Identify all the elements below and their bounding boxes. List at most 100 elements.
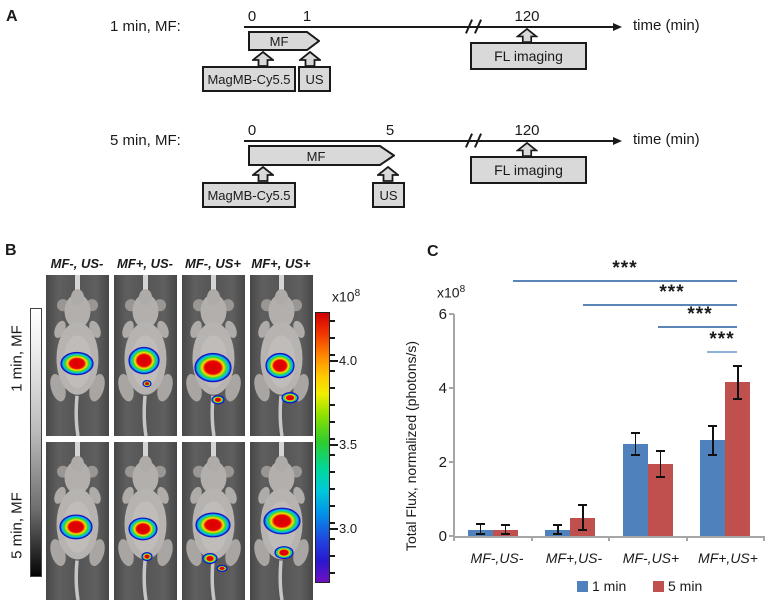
error-bar-cap-bottom — [708, 453, 718, 456]
timeline-2-us-box: US — [372, 182, 405, 208]
significance-line — [583, 304, 737, 306]
timeline-2-tick-0: 0 — [247, 122, 257, 139]
mouse-fluorescence-image — [250, 442, 313, 601]
error-bar-cap-top — [655, 450, 665, 453]
up-arrow-icon — [516, 28, 538, 43]
chart-scale-label: x108 — [437, 284, 465, 301]
x-axis-tick — [763, 536, 765, 541]
timeline-2-imaging-label: FL imaging — [494, 162, 563, 178]
significance-stars: *** — [659, 282, 685, 303]
chart-bar — [622, 443, 648, 536]
y-axis-tick — [449, 387, 454, 389]
chart-y-axis — [453, 314, 455, 537]
colorbar-minor-tick — [330, 471, 335, 473]
mouse-image — [46, 442, 109, 601]
significance-stars: *** — [687, 304, 713, 325]
error-bar — [582, 504, 584, 531]
timeline-2-tick-5: 5 — [385, 122, 395, 139]
colorbar-exponent: 8 — [354, 288, 361, 299]
up-arrow-icon — [299, 51, 321, 67]
colorbar-major-tick — [330, 360, 338, 362]
mouse-fluorescence-image — [182, 275, 245, 437]
mouse-fluorescence-image — [114, 442, 177, 601]
error-bar — [712, 425, 714, 455]
fluorescence-colorbar — [315, 312, 330, 583]
y-axis-tick — [449, 535, 454, 537]
mouse-image — [182, 275, 245, 437]
column-label-mf-minus-us-plus: MF-, US+ — [185, 256, 241, 271]
mouse-image — [250, 275, 313, 437]
x-axis-tick — [608, 536, 610, 541]
category-label-3: MF+,US+ — [698, 550, 758, 566]
colorbar-minor-tick — [330, 354, 335, 356]
timeline-1-axis-label: time (min) — [633, 17, 700, 34]
y-axis-tick — [449, 313, 454, 315]
error-bar-cap-bottom — [500, 533, 510, 535]
mouse-fluorescence-image — [182, 442, 245, 601]
up-arrow-icon — [252, 166, 274, 182]
timeline-1-us-box: US — [298, 66, 331, 92]
colorbar-minor-tick — [330, 370, 335, 372]
colorbar-minor-tick — [330, 505, 335, 507]
panel-a-label: A — [6, 8, 18, 25]
mouse-fluorescence-image — [114, 275, 177, 437]
timeline-1-imaging-label: FL imaging — [494, 48, 563, 64]
panel-c-label: C — [427, 243, 439, 260]
legend-label-5min: 5 min — [668, 578, 703, 594]
significance-line — [658, 326, 737, 328]
timeline-1-agent-box: MagMB-Cy5.5 — [202, 66, 296, 92]
mouse-image — [114, 442, 177, 601]
timeline-1-imaging-box: FL imaging — [470, 42, 587, 70]
mouse-fluorescence-image — [46, 442, 109, 601]
timeline-1-axis-arrowhead-icon — [613, 23, 622, 31]
timeline-2-agent-box: MagMB-Cy5.5 — [202, 182, 296, 208]
mouse-image — [46, 275, 109, 437]
timeline-2-axis — [244, 140, 614, 142]
error-bar-cap-top — [578, 504, 588, 507]
error-bar-cap-top — [708, 424, 718, 427]
timeline-1-mf-arrow: MF — [248, 31, 321, 51]
panel-b-label: B — [5, 242, 17, 259]
up-arrow-icon — [516, 142, 538, 157]
error-bar-cap-bottom — [733, 398, 743, 401]
column-label-mf-plus-us-minus: MF+, US- — [117, 256, 173, 271]
mouse-fluorescence-image — [46, 275, 109, 437]
significance-line — [707, 351, 737, 353]
x-axis-tick — [453, 536, 455, 541]
category-label-1: MF+,US- — [545, 550, 603, 566]
error-bar — [659, 450, 661, 477]
x-axis-tick — [530, 536, 533, 541]
timeline-2-us-label: US — [379, 187, 398, 203]
significance-stars: *** — [612, 258, 638, 279]
legend-label-1min: 1 min — [592, 578, 627, 594]
error-bar — [634, 432, 636, 455]
timeline-1-mf-label: MF — [269, 34, 289, 49]
mouse-fluorescence-image — [250, 275, 313, 437]
chart-bar — [700, 439, 726, 536]
timeline-2-mf-arrow: MF — [248, 145, 396, 166]
error-bar-cap-top — [475, 522, 485, 525]
timeline-2-mf-label: MF — [306, 149, 326, 164]
colorbar-minor-tick — [330, 488, 335, 490]
mf-pentagon-icon — [248, 145, 396, 166]
colorbar-scale-label: x108 — [332, 288, 360, 305]
colorbar-minor-tick — [330, 555, 335, 557]
error-bar — [557, 524, 559, 534]
category-label-0: MF-,US- — [470, 550, 524, 566]
error-bar-cap-top — [500, 524, 510, 527]
up-arrow-icon — [252, 51, 274, 67]
colorbar-minor-tick — [330, 538, 335, 540]
chart-y-axis-title: Total Flux, normalized (photons/s) — [403, 340, 419, 552]
significance-stars: *** — [709, 329, 735, 350]
timeline-2-axis-arrowhead-icon — [613, 137, 622, 145]
timeline-1-axis — [244, 26, 614, 28]
colorbar-minor-tick — [330, 421, 335, 423]
error-bar-cap-bottom — [655, 475, 665, 478]
error-bar — [479, 523, 481, 534]
timeline-2-imaging-box: FL imaging — [470, 156, 587, 184]
row-label-1min: 1 min, MF — [8, 325, 26, 392]
colorbar-minor-tick — [330, 387, 335, 389]
timeline-2-axis-label: time (min) — [633, 131, 700, 148]
column-label-mf-plus-us-plus: MF+, US+ — [251, 256, 311, 271]
